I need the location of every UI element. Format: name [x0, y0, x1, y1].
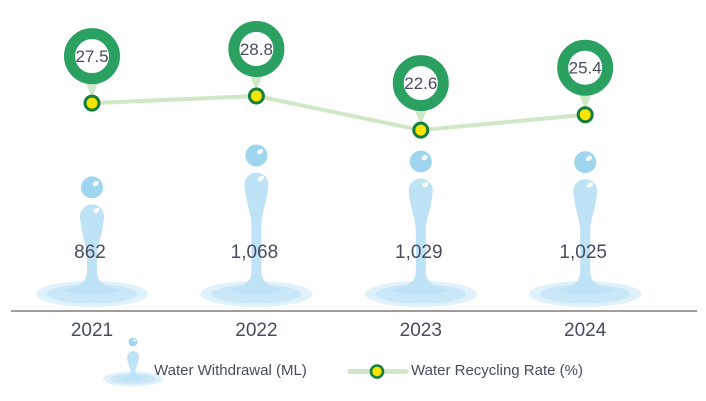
droplet-highlight	[257, 148, 264, 155]
column-highlight	[586, 182, 593, 188]
water-droplet	[81, 176, 103, 199]
rate-ring	[392, 55, 449, 112]
water-droplet	[409, 150, 432, 173]
line-marker-dot	[247, 87, 265, 105]
water-droplet	[245, 144, 268, 167]
droplet-highlight	[421, 154, 428, 161]
droplet-highlight	[585, 155, 593, 162]
legend-recycling-label: Water Recycling Rate (%)	[411, 362, 583, 379]
column-highlight	[93, 207, 100, 214]
withdrawal-value-label: 1,029	[395, 242, 443, 263]
line-marker-dot	[576, 106, 594, 124]
recycling-value-label: 28.8	[240, 40, 273, 59]
line-marker-dot	[83, 94, 101, 112]
recycling-value-label: 27.5	[75, 47, 108, 66]
droplet-highlight	[92, 180, 99, 187]
water-drop-icon	[103, 337, 163, 387]
water-column	[226, 172, 287, 295]
rate-ring	[557, 39, 614, 96]
year-label: 2023	[400, 320, 442, 341]
rate-ring	[64, 28, 120, 85]
withdrawal-value-label: 1,025	[559, 242, 607, 263]
water-column	[62, 204, 122, 295]
column-highlight	[257, 175, 265, 182]
water-column	[390, 178, 451, 295]
year-label: 2024	[564, 320, 607, 341]
year-label: 2022	[235, 320, 277, 341]
water-droplet	[574, 151, 597, 174]
legend-withdrawal-label: Water Withdrawal (ML)	[154, 362, 307, 379]
withdrawal-value-label: 862	[74, 242, 106, 263]
water-column	[555, 179, 616, 295]
line-marker-dot	[412, 121, 430, 139]
recycling-value-label: 22.6	[404, 74, 437, 93]
year-label: 2021	[71, 320, 113, 341]
recycling-line	[91, 93, 586, 133]
withdrawal-value-label: 1,068	[231, 242, 279, 263]
recycling-line-icon	[347, 364, 409, 379]
recycling-value-label: 25.4	[569, 59, 602, 78]
column-highlight	[422, 181, 429, 188]
rate-ring	[228, 21, 285, 77]
